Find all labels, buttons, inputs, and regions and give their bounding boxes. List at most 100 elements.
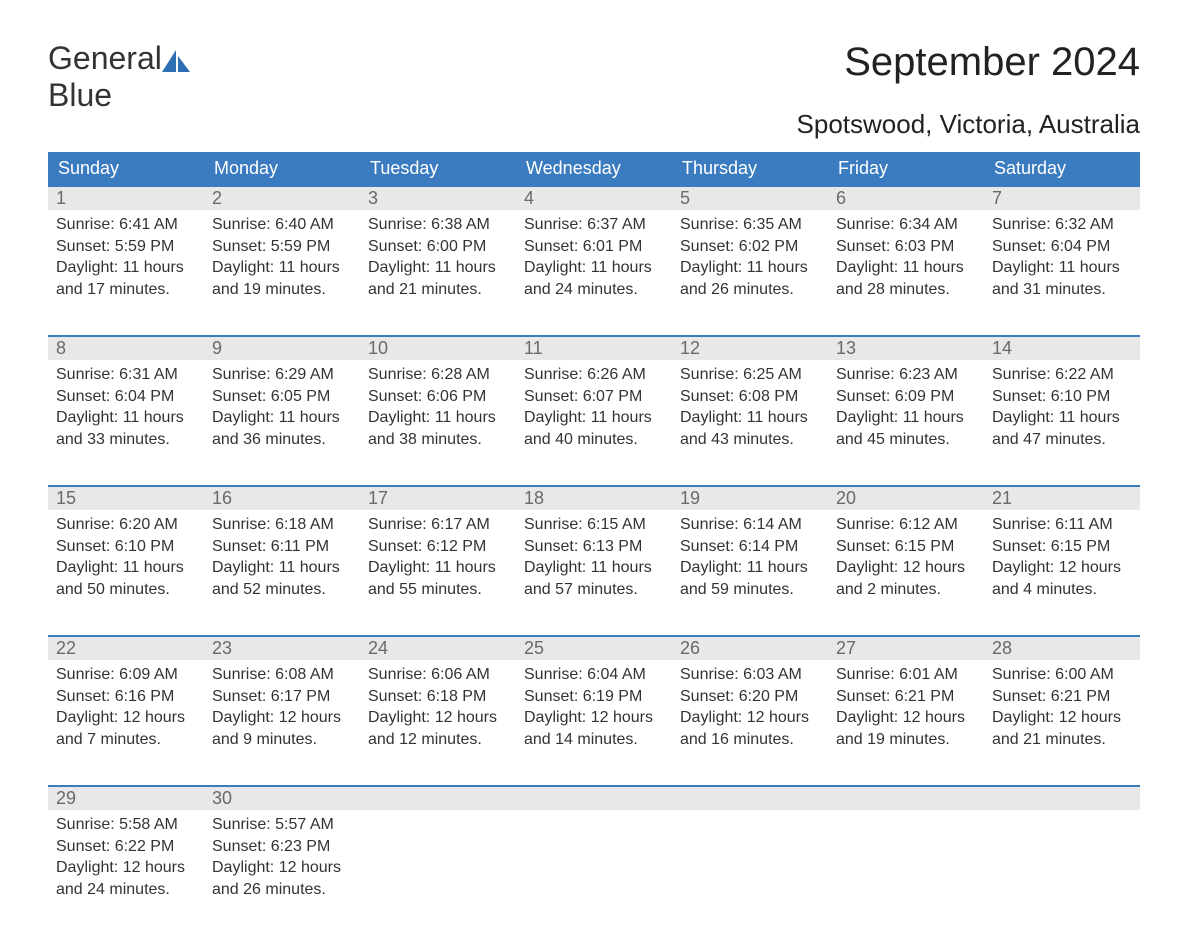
sunrise-text: Sunrise: 6:15 AM <box>524 514 664 536</box>
calendar-day: 9Sunrise: 6:29 AMSunset: 6:05 PMDaylight… <box>204 337 360 457</box>
day-body: Sunrise: 6:31 AMSunset: 6:04 PMDaylight:… <box>48 360 204 450</box>
sunrise-text: Sunrise: 6:18 AM <box>212 514 352 536</box>
day-number: 5 <box>672 187 828 210</box>
day-body: Sunrise: 6:22 AMSunset: 6:10 PMDaylight:… <box>984 360 1140 450</box>
title-block: September 2024 Spotswood, Victoria, Aust… <box>797 40 1140 140</box>
daylight-text: Daylight: 12 hours <box>836 557 976 579</box>
sunset-text: Sunset: 6:03 PM <box>836 236 976 258</box>
day-body: Sunrise: 6:17 AMSunset: 6:12 PMDaylight:… <box>360 510 516 600</box>
daylight-text: Daylight: 12 hours <box>212 857 352 879</box>
calendar-week: 15Sunrise: 6:20 AMSunset: 6:10 PMDayligh… <box>48 485 1140 607</box>
daylight-text: Daylight: 11 hours <box>680 557 820 579</box>
day-number: 18 <box>516 487 672 510</box>
month-title: September 2024 <box>797 40 1140 85</box>
calendar-day: 19Sunrise: 6:14 AMSunset: 6:14 PMDayligh… <box>672 487 828 607</box>
sunrise-text: Sunrise: 6:01 AM <box>836 664 976 686</box>
daylight-text: Daylight: 11 hours <box>368 557 508 579</box>
day-number: 20 <box>828 487 984 510</box>
day-body: Sunrise: 6:04 AMSunset: 6:19 PMDaylight:… <box>516 660 672 750</box>
daylight-text: Daylight: 11 hours <box>992 407 1132 429</box>
day-number: 25 <box>516 637 672 660</box>
calendar-day <box>516 787 672 907</box>
sunset-text: Sunset: 6:20 PM <box>680 686 820 708</box>
day-body: Sunrise: 6:12 AMSunset: 6:15 PMDaylight:… <box>828 510 984 600</box>
day-body: Sunrise: 6:00 AMSunset: 6:21 PMDaylight:… <box>984 660 1140 750</box>
daylight-text: Daylight: 11 hours <box>836 407 976 429</box>
day-body: Sunrise: 6:15 AMSunset: 6:13 PMDaylight:… <box>516 510 672 600</box>
daylight-text: and 14 minutes. <box>524 729 664 751</box>
sunrise-text: Sunrise: 6:25 AM <box>680 364 820 386</box>
daylight-text: Daylight: 12 hours <box>836 707 976 729</box>
brand-logo: General Blue <box>48 40 190 114</box>
daylight-text: Daylight: 11 hours <box>368 407 508 429</box>
daylight-text: and 21 minutes. <box>368 279 508 301</box>
day-body: Sunrise: 6:32 AMSunset: 6:04 PMDaylight:… <box>984 210 1140 300</box>
daylight-text: and 9 minutes. <box>212 729 352 751</box>
day-number: 30 <box>204 787 360 810</box>
day-number <box>984 787 1140 810</box>
sunset-text: Sunset: 6:08 PM <box>680 386 820 408</box>
sunrise-text: Sunrise: 6:14 AM <box>680 514 820 536</box>
calendar-day: 12Sunrise: 6:25 AMSunset: 6:08 PMDayligh… <box>672 337 828 457</box>
sunset-text: Sunset: 5:59 PM <box>56 236 196 258</box>
day-number: 11 <box>516 337 672 360</box>
day-body: Sunrise: 6:01 AMSunset: 6:21 PMDaylight:… <box>828 660 984 750</box>
day-body: Sunrise: 5:57 AMSunset: 6:23 PMDaylight:… <box>204 810 360 900</box>
calendar-day: 8Sunrise: 6:31 AMSunset: 6:04 PMDaylight… <box>48 337 204 457</box>
daylight-text: Daylight: 11 hours <box>680 257 820 279</box>
sunset-text: Sunset: 6:17 PM <box>212 686 352 708</box>
calendar-day: 15Sunrise: 6:20 AMSunset: 6:10 PMDayligh… <box>48 487 204 607</box>
daylight-text: and 52 minutes. <box>212 579 352 601</box>
day-number <box>516 787 672 810</box>
sunrise-text: Sunrise: 5:57 AM <box>212 814 352 836</box>
calendar-day: 3Sunrise: 6:38 AMSunset: 6:00 PMDaylight… <box>360 187 516 307</box>
daylight-text: Daylight: 12 hours <box>212 707 352 729</box>
day-body: Sunrise: 6:08 AMSunset: 6:17 PMDaylight:… <box>204 660 360 750</box>
daylight-text: Daylight: 12 hours <box>992 707 1132 729</box>
calendar-day: 21Sunrise: 6:11 AMSunset: 6:15 PMDayligh… <box>984 487 1140 607</box>
weekday-header: Sunday Monday Tuesday Wednesday Thursday… <box>48 152 1140 185</box>
brand-part2: Blue <box>48 77 190 114</box>
day-body: Sunrise: 6:03 AMSunset: 6:20 PMDaylight:… <box>672 660 828 750</box>
day-number <box>672 787 828 810</box>
daylight-text: and 59 minutes. <box>680 579 820 601</box>
daylight-text: and 19 minutes. <box>212 279 352 301</box>
daylight-text: and 28 minutes. <box>836 279 976 301</box>
sunset-text: Sunset: 6:05 PM <box>212 386 352 408</box>
daylight-text: Daylight: 11 hours <box>56 257 196 279</box>
daylight-text: and 47 minutes. <box>992 429 1132 451</box>
sunrise-text: Sunrise: 6:37 AM <box>524 214 664 236</box>
calendar-day: 29Sunrise: 5:58 AMSunset: 6:22 PMDayligh… <box>48 787 204 907</box>
calendar-day <box>828 787 984 907</box>
sunset-text: Sunset: 6:10 PM <box>56 536 196 558</box>
sunrise-text: Sunrise: 6:00 AM <box>992 664 1132 686</box>
sunrise-text: Sunrise: 6:31 AM <box>56 364 196 386</box>
sunset-text: Sunset: 5:59 PM <box>212 236 352 258</box>
day-body: Sunrise: 6:26 AMSunset: 6:07 PMDaylight:… <box>516 360 672 450</box>
sunrise-text: Sunrise: 6:04 AM <box>524 664 664 686</box>
day-number: 13 <box>828 337 984 360</box>
calendar-day: 24Sunrise: 6:06 AMSunset: 6:18 PMDayligh… <box>360 637 516 757</box>
day-body: Sunrise: 6:34 AMSunset: 6:03 PMDaylight:… <box>828 210 984 300</box>
sunset-text: Sunset: 6:04 PM <box>992 236 1132 258</box>
daylight-text: Daylight: 12 hours <box>368 707 508 729</box>
day-number: 21 <box>984 487 1140 510</box>
calendar-day <box>360 787 516 907</box>
day-body: Sunrise: 6:29 AMSunset: 6:05 PMDaylight:… <box>204 360 360 450</box>
calendar-day: 10Sunrise: 6:28 AMSunset: 6:06 PMDayligh… <box>360 337 516 457</box>
calendar: Sunday Monday Tuesday Wednesday Thursday… <box>48 152 1140 907</box>
calendar-week: 1Sunrise: 6:41 AMSunset: 5:59 PMDaylight… <box>48 185 1140 307</box>
sunset-text: Sunset: 6:22 PM <box>56 836 196 858</box>
day-number: 23 <box>204 637 360 660</box>
daylight-text: Daylight: 11 hours <box>212 407 352 429</box>
calendar-day: 25Sunrise: 6:04 AMSunset: 6:19 PMDayligh… <box>516 637 672 757</box>
calendar-day: 26Sunrise: 6:03 AMSunset: 6:20 PMDayligh… <box>672 637 828 757</box>
sunset-text: Sunset: 6:12 PM <box>368 536 508 558</box>
day-body: Sunrise: 6:11 AMSunset: 6:15 PMDaylight:… <box>984 510 1140 600</box>
weekday-label: Monday <box>204 152 360 185</box>
sunset-text: Sunset: 6:16 PM <box>56 686 196 708</box>
sunset-text: Sunset: 6:02 PM <box>680 236 820 258</box>
calendar-day: 14Sunrise: 6:22 AMSunset: 6:10 PMDayligh… <box>984 337 1140 457</box>
sunrise-text: Sunrise: 6:08 AM <box>212 664 352 686</box>
brand-part1: General <box>48 40 162 77</box>
